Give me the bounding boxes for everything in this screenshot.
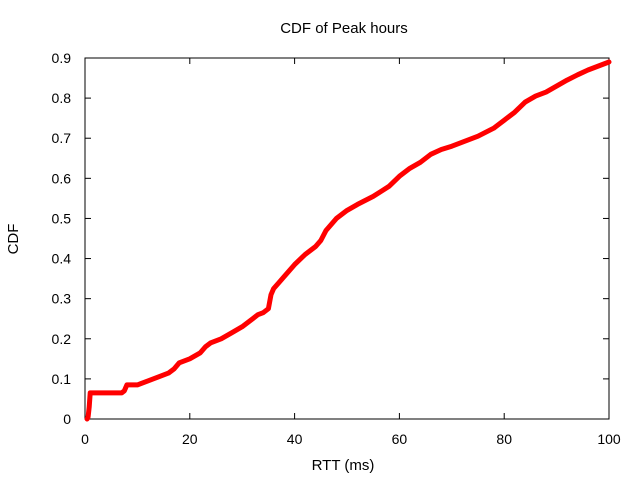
y-tick-label: 0.1	[52, 371, 72, 387]
chart-title: CDF of Peak hours	[280, 20, 408, 37]
y-tick-label: 0.6	[52, 170, 72, 186]
cdf-series-line	[84, 59, 612, 422]
plot-area: 0 20 40 60 80 100 0 0.1 0.2 0.3 0.4 0.5 0.6 0.7 0.8 0.…	[52, 50, 621, 447]
y-axis: 0 0.1 0.2 0.3 0.4 0.5 0.6 0.7 0.8 0.9	[52, 50, 609, 427]
series-layer	[84, 59, 612, 422]
y-tick-label: 0	[63, 411, 71, 427]
y-tick-label: 0.7	[52, 130, 72, 146]
y-axis-title: CDF	[5, 224, 22, 255]
x-tick-label: 40	[287, 431, 303, 447]
y-tick-label: 0.5	[52, 210, 72, 226]
x-axis-title: RTT (ms)	[312, 457, 375, 474]
y-tick-label: 0.4	[52, 251, 72, 267]
y-tick-label: 0.3	[52, 291, 72, 307]
x-tick-label: 80	[496, 431, 512, 447]
y-tick-label: 0.9	[52, 50, 72, 66]
x-axis: 0 20 40 60 80 100	[81, 58, 621, 447]
x-tick-label: 60	[392, 431, 408, 447]
y-tick-label: 0.2	[52, 331, 72, 347]
x-tick-label: 0	[81, 431, 89, 447]
x-tick-label: 100	[597, 431, 621, 447]
plot-frame	[84, 57, 610, 420]
x-tick-label: 20	[182, 431, 198, 447]
y-tick-label: 0.8	[52, 90, 72, 106]
